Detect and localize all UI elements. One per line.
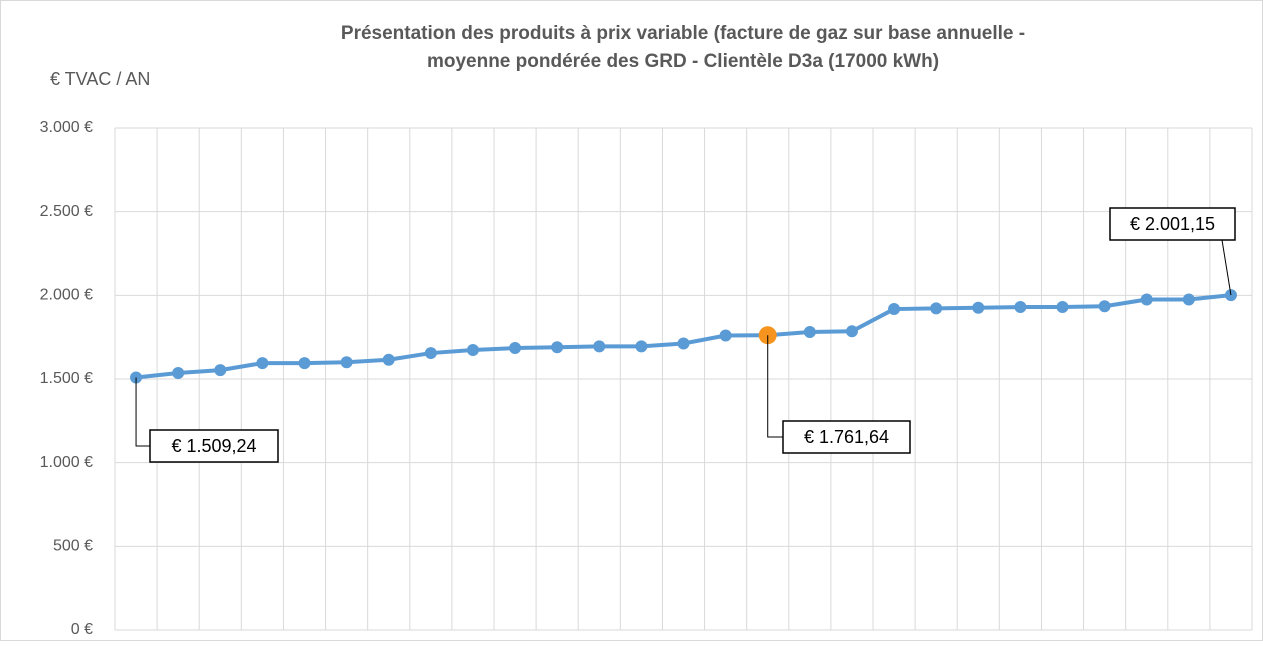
data-label: € 1.761,64 <box>804 427 889 447</box>
y-tick-label: 1.000 € <box>40 454 93 471</box>
leader-line <box>1221 239 1232 296</box>
marker <box>677 337 690 350</box>
marker <box>551 341 564 354</box>
chart-title: Présentation des produits à prix variabl… <box>341 23 1025 44</box>
marker <box>172 366 185 379</box>
marker <box>298 357 311 370</box>
label-box <box>149 429 279 463</box>
marker <box>340 356 353 369</box>
y-tick-label: 2.500 € <box>40 203 93 220</box>
label-box <box>782 420 911 454</box>
marker <box>972 301 985 314</box>
y-axis-label: € TVAC / AN <box>50 69 150 89</box>
marker <box>1182 293 1195 306</box>
marker <box>1140 293 1153 306</box>
marker <box>1098 300 1111 313</box>
data-label: € 1.509,24 <box>171 436 256 456</box>
marker <box>424 347 437 360</box>
marker <box>382 353 395 366</box>
marker <box>256 357 269 370</box>
marker <box>888 303 901 316</box>
y-tick-label: 0 € <box>71 621 93 638</box>
marker <box>635 340 648 353</box>
marker <box>214 364 227 377</box>
marker <box>719 329 732 342</box>
marker <box>930 302 943 315</box>
label-box <box>1109 207 1236 241</box>
marker <box>1014 301 1027 314</box>
y-tick-label: 3.000 € <box>40 119 93 136</box>
data-label: € 2.001,15 <box>1130 214 1215 234</box>
marker <box>845 325 858 338</box>
leader-line <box>767 335 783 438</box>
chart-title: moyenne pondérée des GRD - Clientèle D3a… <box>427 51 939 72</box>
marker <box>803 325 816 338</box>
y-tick-label: 1.500 € <box>40 370 93 387</box>
marker <box>509 342 522 355</box>
marker <box>466 344 479 357</box>
marker <box>1056 301 1069 314</box>
leader-line <box>135 377 150 447</box>
marker <box>593 340 606 353</box>
y-tick-label: 2.000 € <box>40 287 93 304</box>
y-tick-label: 500 € <box>53 538 93 555</box>
